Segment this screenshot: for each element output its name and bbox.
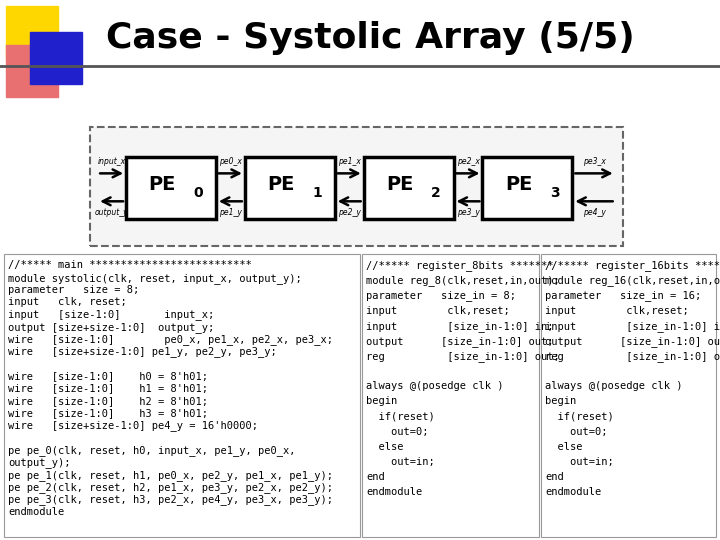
- Text: end: end: [366, 472, 385, 482]
- Bar: [126, 157, 216, 219]
- Text: module systolic(clk, reset, input_x, output_y);: module systolic(clk, reset, input_x, out…: [8, 273, 302, 284]
- Text: input        [size_in-1:0] in;: input [size_in-1:0] in;: [545, 321, 720, 332]
- Text: always @(posedge clk ): always @(posedge clk ): [366, 381, 504, 391]
- Text: wire   [size-1:0]    h3 = 8'h01;: wire [size-1:0] h3 = 8'h01;: [8, 408, 208, 418]
- Text: pe2_x: pe2_x: [456, 157, 480, 166]
- Text: input        [size_in-1:0] in;: input [size_in-1:0] in;: [366, 321, 554, 332]
- Text: input        clk,reset;: input clk,reset;: [545, 306, 689, 316]
- Text: begin: begin: [366, 396, 397, 407]
- Text: pe pe_1(clk, reset, h1, pe0_x, pe2_y, pe1_x, pe1_y);: pe pe_1(clk, reset, h1, pe0_x, pe2_y, pe…: [8, 470, 333, 481]
- Text: out=0;: out=0;: [545, 427, 608, 437]
- Text: input   [size-1:0]       input_x;: input [size-1:0] input_x;: [8, 309, 214, 321]
- Bar: [245, 157, 335, 219]
- Text: 2: 2: [431, 186, 441, 200]
- Text: //***** main **************************: //***** main **************************: [8, 260, 252, 271]
- Text: if(reset): if(reset): [545, 411, 613, 422]
- Text: wire   [size-1:0]    h0 = 8'h01;: wire [size-1:0] h0 = 8'h01;: [8, 371, 208, 381]
- Text: output      [size_in-1:0] out;: output [size_in-1:0] out;: [366, 336, 554, 347]
- Text: input   clk, reset;: input clk, reset;: [8, 297, 127, 307]
- Text: pe1_x: pe1_x: [338, 157, 361, 166]
- Text: wire   [size+size-1:0] pe4_y = 16'h0000;: wire [size+size-1:0] pe4_y = 16'h0000;: [8, 421, 258, 431]
- Text: output_y);: output_y);: [8, 457, 71, 468]
- Text: out=in;: out=in;: [545, 457, 613, 467]
- Text: PE: PE: [505, 176, 533, 194]
- Text: pe pe_3(clk, reset, h3, pe2_x, pe4_y, pe3_x, pe3_y);: pe pe_3(clk, reset, h3, pe2_x, pe4_y, pe…: [8, 495, 333, 505]
- Text: endmodule: endmodule: [545, 487, 601, 497]
- Bar: [364, 157, 454, 219]
- Text: input_x: input_x: [97, 157, 126, 166]
- Text: input        clk,reset;: input clk,reset;: [366, 306, 510, 316]
- Bar: [6, 45, 58, 97]
- Text: output_y: output_y: [95, 208, 128, 217]
- Text: wire   [size-1:0]        pe0_x, pe1_x, pe2_x, pe3_x;: wire [size-1:0] pe0_x, pe1_x, pe2_x, pe3…: [8, 334, 333, 345]
- Text: always @(posedge clk ): always @(posedge clk ): [545, 381, 683, 391]
- Text: pe1_y: pe1_y: [219, 208, 242, 217]
- Text: pe4_y: pe4_y: [582, 208, 606, 217]
- Text: pe pe_2(clk, reset, h2, pe1_x, pe3_y, pe2_x, pe2_y);: pe pe_2(clk, reset, h2, pe1_x, pe3_y, pe…: [8, 482, 333, 493]
- Text: wire   [size-1:0]    h1 = 8'h01;: wire [size-1:0] h1 = 8'h01;: [8, 383, 208, 394]
- Text: pe pe_0(clk, reset, h0, input_x, pe1_y, pe0_x,: pe pe_0(clk, reset, h0, input_x, pe1_y, …: [8, 445, 295, 456]
- Text: 3: 3: [550, 186, 559, 200]
- Text: wire   [size+size-1:0] pe1_y, pe2_y, pe3_y;: wire [size+size-1:0] pe1_y, pe2_y, pe3_y…: [8, 347, 276, 357]
- Text: output [size+size-1:0]  output_y;: output [size+size-1:0] output_y;: [8, 322, 214, 333]
- Bar: [90, 127, 623, 246]
- Bar: [4, 254, 360, 537]
- Text: pe2_y: pe2_y: [338, 208, 361, 217]
- Text: else: else: [545, 442, 582, 452]
- Text: out=0;: out=0;: [366, 427, 429, 437]
- Text: reg          [size_in-1:0] out;: reg [size_in-1:0] out;: [366, 351, 560, 362]
- Text: begin: begin: [545, 396, 576, 407]
- Text: output      [size_in-1:0] out;: output [size_in-1:0] out;: [545, 336, 720, 347]
- Text: PE: PE: [148, 176, 176, 194]
- Bar: [482, 157, 572, 219]
- Text: PE: PE: [386, 176, 414, 194]
- Text: if(reset): if(reset): [366, 411, 435, 422]
- Bar: [541, 254, 716, 537]
- Text: end: end: [545, 472, 564, 482]
- Text: else: else: [366, 442, 404, 452]
- Text: endmodule: endmodule: [366, 487, 423, 497]
- Text: out=in;: out=in;: [366, 457, 435, 467]
- Text: module reg_8(clk,reset,in,out);: module reg_8(clk,reset,in,out);: [366, 275, 560, 286]
- Text: //***** register_8bits *******: //***** register_8bits *******: [366, 260, 554, 271]
- Text: PE: PE: [267, 176, 295, 194]
- Bar: [6, 6, 58, 58]
- Text: parameter   size_in = 8;: parameter size_in = 8;: [366, 291, 516, 301]
- Text: endmodule: endmodule: [8, 507, 64, 517]
- Bar: [30, 32, 82, 84]
- Text: 0: 0: [194, 186, 203, 200]
- Text: 1: 1: [312, 186, 322, 200]
- Text: reg          [size_in-1:0] out;: reg [size_in-1:0] out;: [545, 351, 720, 362]
- Bar: [362, 254, 539, 537]
- Text: parameter   size_in = 16;: parameter size_in = 16;: [545, 291, 701, 301]
- Text: Case - Systolic Array (5/5): Case - Systolic Array (5/5): [107, 21, 635, 55]
- Text: wire   [size-1:0]    h2 = 8'h01;: wire [size-1:0] h2 = 8'h01;: [8, 396, 208, 406]
- Text: pe3_y: pe3_y: [456, 208, 480, 217]
- Text: //***** register_16bits *******: //***** register_16bits *******: [545, 260, 720, 271]
- Text: pe0_x: pe0_x: [219, 157, 242, 166]
- Text: pe3_x: pe3_x: [582, 157, 606, 166]
- Text: module reg_16(clk,reset,in,out);: module reg_16(clk,reset,in,out);: [545, 275, 720, 286]
- Text: parameter   size = 8;: parameter size = 8;: [8, 285, 139, 295]
